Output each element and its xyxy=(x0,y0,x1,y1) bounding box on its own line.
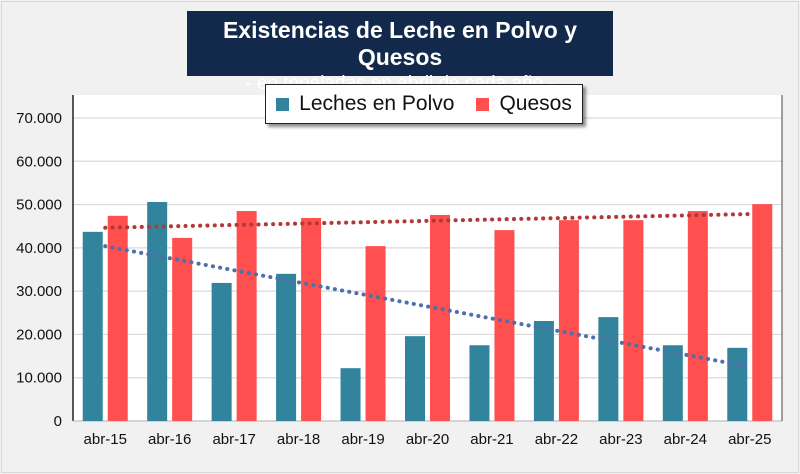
chart-legend: Leches en Polvo Quesos xyxy=(265,84,583,124)
bar-quesos xyxy=(687,211,708,421)
bar-leches xyxy=(533,321,554,421)
bar-quesos xyxy=(301,217,322,421)
legend-item-leches: Leches en Polvo xyxy=(276,92,454,116)
x-tick-label: abr-18 xyxy=(277,431,320,448)
y-tick-label: 10.000 xyxy=(16,370,62,387)
bar-quesos xyxy=(107,215,128,421)
legend-item-quesos: Quesos xyxy=(476,92,572,116)
x-tick-label: abr-22 xyxy=(535,431,578,448)
bar-quesos xyxy=(430,214,450,421)
x-tick-label: abr-19 xyxy=(341,431,384,448)
bar-leches xyxy=(662,345,683,421)
trendline-leches xyxy=(103,244,752,369)
y-tick-label: 30.000 xyxy=(16,283,62,300)
legend-label-leches: Leches en Polvo xyxy=(299,92,455,115)
bar-leches xyxy=(340,368,361,421)
chart-title-box: Existencias de Leche en Polvo y Quesos -… xyxy=(187,11,613,94)
x-tick-label: abr-25 xyxy=(728,431,771,448)
y-tick-label: 50.000 xyxy=(16,197,62,214)
bar-quesos xyxy=(494,230,515,421)
x-tick-label: abr-15 xyxy=(84,431,127,448)
trendline-quesos xyxy=(103,212,752,230)
x-tick-label: abr-20 xyxy=(406,431,449,448)
bar-leches xyxy=(276,273,297,421)
legend-swatch-quesos xyxy=(476,97,490,111)
bar-leches xyxy=(82,231,103,421)
y-tick-label: 20.000 xyxy=(16,326,62,343)
chart-title: Existencias de Leche en Polvo y Quesos xyxy=(222,17,578,70)
bar-leches xyxy=(727,347,748,421)
bar-quesos xyxy=(236,211,257,421)
y-tick-label: 60.000 xyxy=(16,153,62,170)
bar-leches xyxy=(598,317,619,421)
bar-quesos xyxy=(623,220,644,421)
x-tick-label: abr-23 xyxy=(599,431,642,448)
legend-label-quesos: Quesos xyxy=(499,92,572,115)
x-tick-label: abr-24 xyxy=(664,431,707,448)
x-tick-label: abr-17 xyxy=(212,431,255,448)
bar-quesos xyxy=(365,246,386,421)
x-tick-label: abr-21 xyxy=(470,431,513,448)
y-tick-label: 0 xyxy=(54,413,62,430)
bar-leches xyxy=(469,345,490,421)
bar-quesos xyxy=(558,220,579,421)
bar-leches xyxy=(211,282,232,421)
bar-quesos xyxy=(752,204,773,421)
legend-swatch-leches xyxy=(276,97,290,111)
y-tick-label: 40.000 xyxy=(16,240,62,257)
bar-quesos xyxy=(172,237,193,421)
x-tick-label: abr-16 xyxy=(148,431,191,448)
bar-leches xyxy=(405,336,425,421)
bar-leches xyxy=(147,201,168,421)
y-tick-label: 70.000 xyxy=(16,110,62,127)
